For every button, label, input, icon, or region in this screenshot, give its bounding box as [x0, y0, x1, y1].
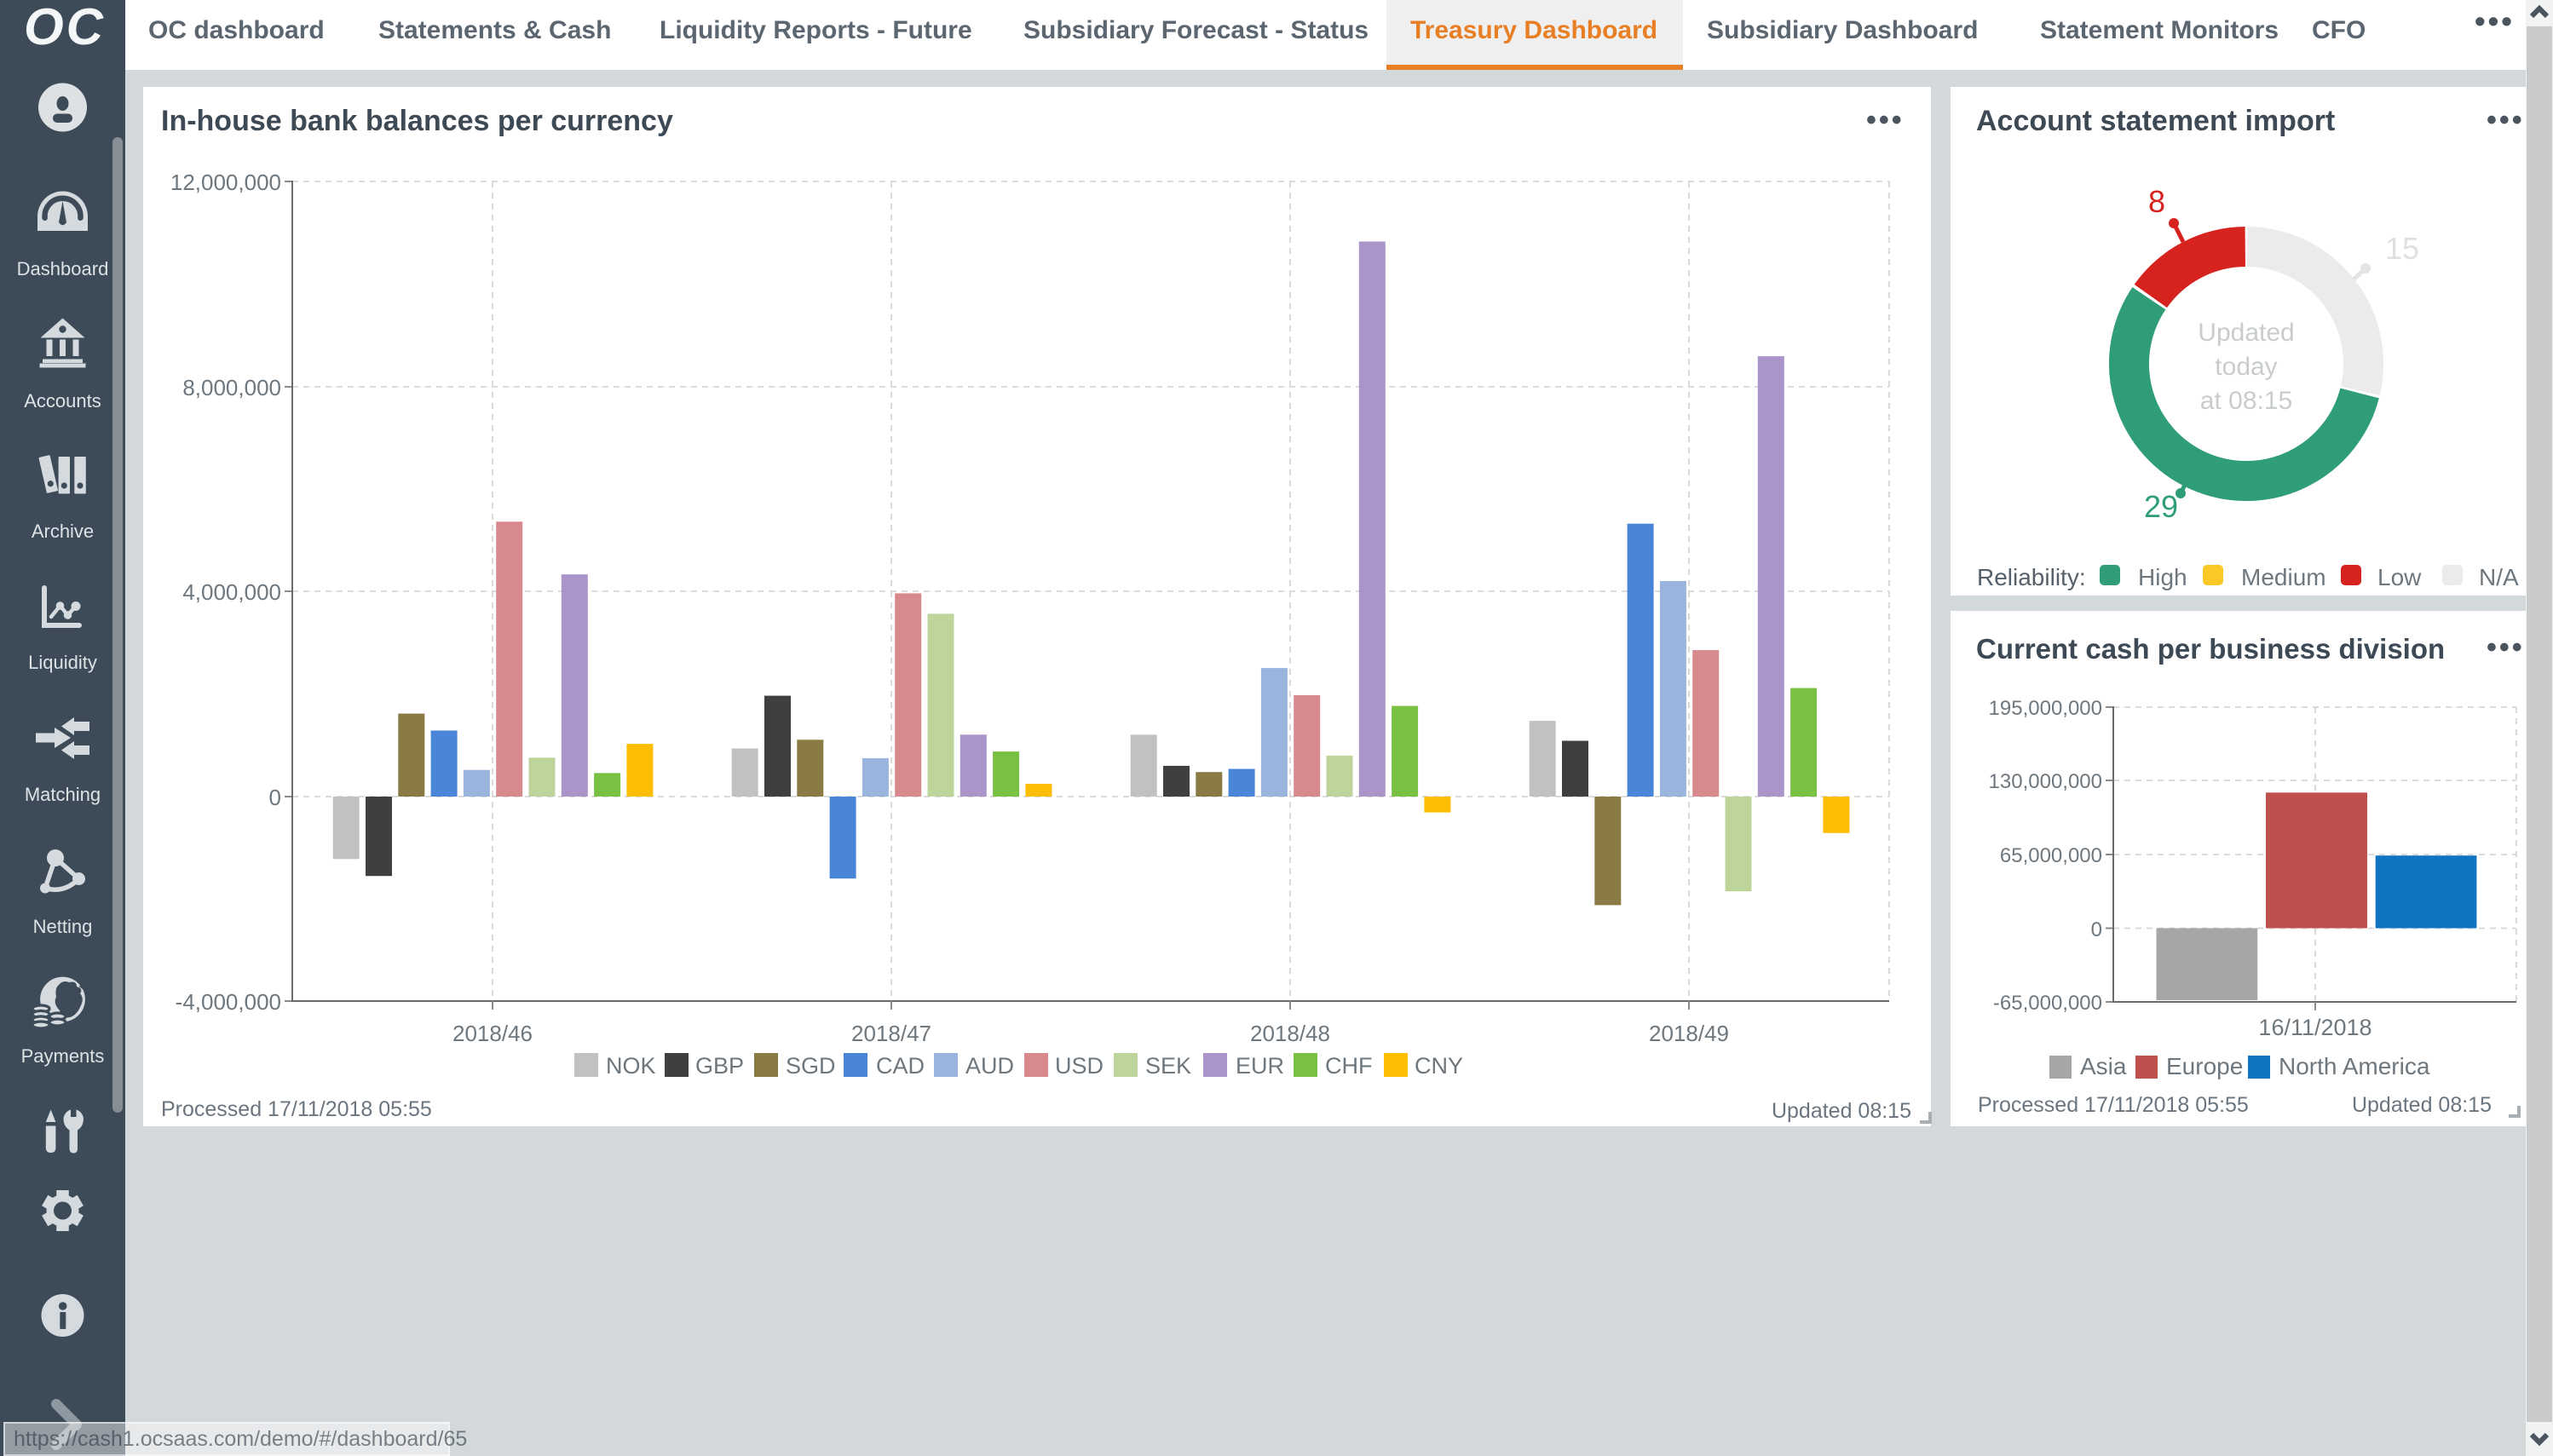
svg-text:2018/49: 2018/49 — [1649, 1021, 1729, 1046]
svg-text:2018/47: 2018/47 — [851, 1021, 931, 1046]
svg-text:2018/48: 2018/48 — [1250, 1021, 1330, 1046]
svg-text:15: 15 — [2385, 231, 2419, 266]
svg-text:12,000,000: 12,000,000 — [170, 170, 281, 195]
svg-text:at 08:15: at 08:15 — [2200, 387, 2292, 415]
svg-text:NOK: NOK — [606, 1053, 656, 1079]
svg-text:EUR: EUR — [1236, 1053, 1284, 1079]
svg-text:0: 0 — [269, 785, 281, 810]
svg-text:USD: USD — [1055, 1053, 1104, 1079]
svg-text:65,000,000: 65,000,000 — [2000, 844, 2102, 867]
svg-text:SGD: SGD — [786, 1053, 836, 1079]
svg-text:130,000,000: 130,000,000 — [1989, 770, 2102, 793]
svg-text:GBP: GBP — [695, 1053, 744, 1079]
svg-text:AUD: AUD — [965, 1053, 1014, 1079]
svg-text:today: today — [2215, 353, 2277, 381]
svg-text:CNY: CNY — [1415, 1053, 1463, 1079]
svg-text:-4,000,000: -4,000,000 — [176, 989, 281, 1015]
svg-text:16/11/2018: 16/11/2018 — [2258, 1015, 2371, 1040]
svg-text:8: 8 — [2148, 184, 2165, 219]
svg-text:Updated: Updated — [2198, 319, 2294, 347]
svg-text:0: 0 — [2091, 918, 2102, 941]
svg-text:CHF: CHF — [1325, 1053, 1373, 1079]
svg-text:Europe: Europe — [2166, 1053, 2243, 1079]
svg-text:195,000,000: 195,000,000 — [1989, 697, 2102, 720]
svg-text:Asia: Asia — [2080, 1053, 2127, 1079]
svg-text:-65,000,000: -65,000,000 — [1993, 992, 2102, 1015]
svg-text:SEK: SEK — [1145, 1053, 1191, 1079]
svg-text:2018/46: 2018/46 — [452, 1021, 533, 1046]
svg-text:29: 29 — [2144, 489, 2178, 524]
svg-text:4,000,000: 4,000,000 — [182, 579, 281, 605]
svg-text:8,000,000: 8,000,000 — [182, 375, 281, 400]
svg-text:North America: North America — [2279, 1053, 2430, 1079]
svg-text:CAD: CAD — [876, 1053, 925, 1079]
